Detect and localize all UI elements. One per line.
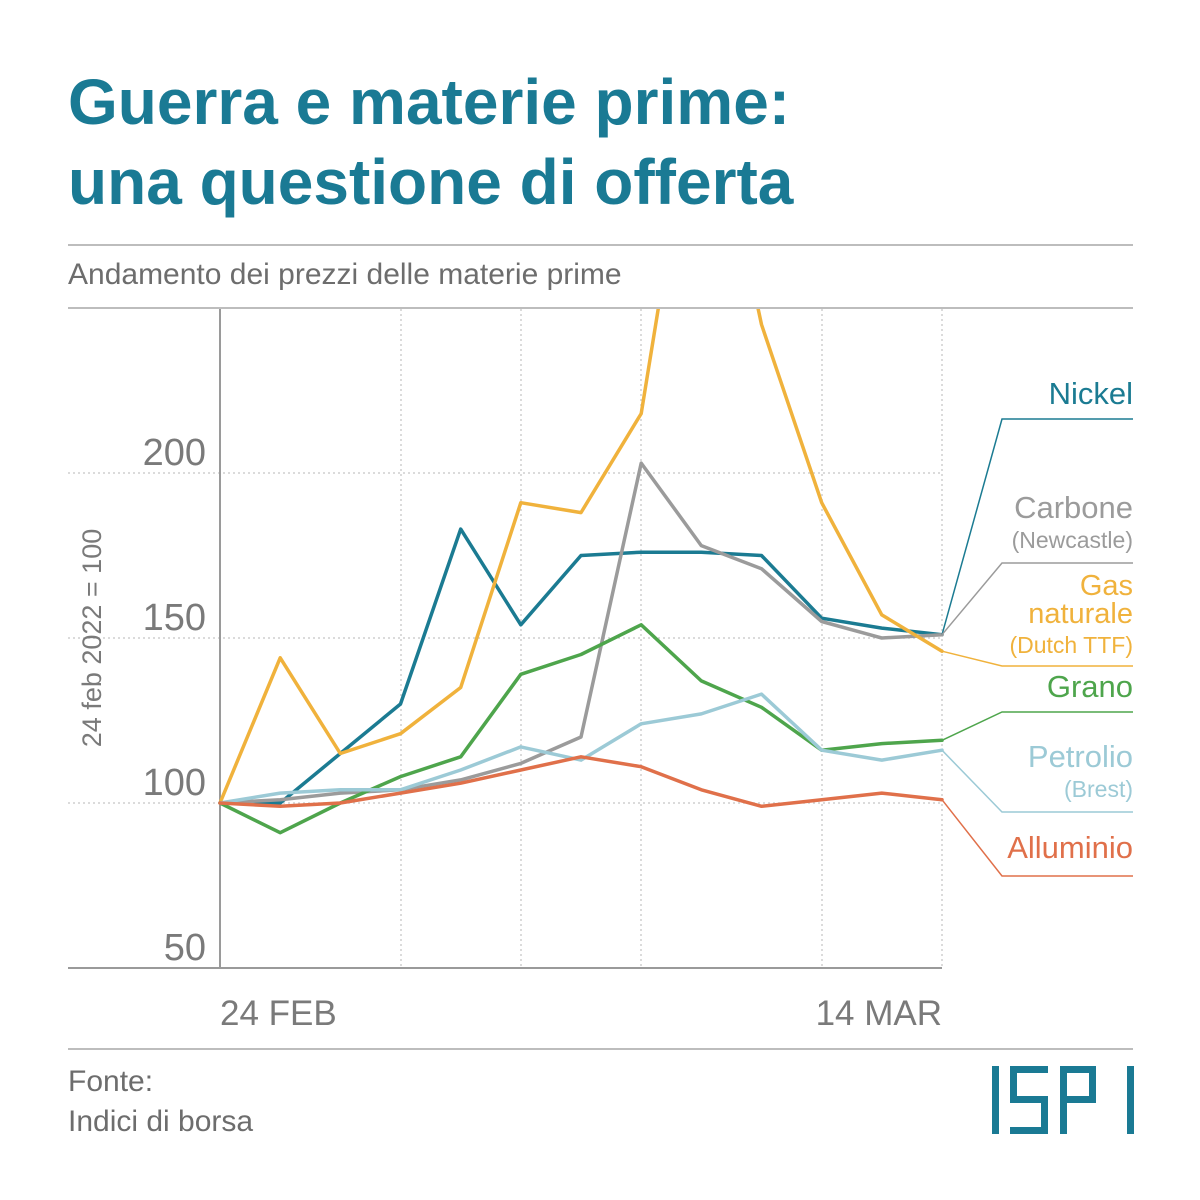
series-line-gas-naturale <box>218 309 944 805</box>
legend-item-nickel: Nickel <box>941 376 1133 635</box>
y-tick-label: 50 <box>164 927 206 969</box>
legend-item-alluminio: Alluminio <box>941 799 1133 877</box>
series-line-carbone <box>218 461 944 805</box>
x-tick-label: 24 FEB <box>220 994 337 1033</box>
legend-sublabel: (Dutch TTF) <box>1009 632 1133 658</box>
series-line-grano <box>218 623 944 835</box>
legend-label: naturale <box>1028 598 1133 630</box>
series-line-nickel <box>218 527 944 805</box>
ispi-logo-icon <box>992 1066 1134 1134</box>
legend-leader-line <box>941 711 1133 741</box>
legend-leader-line <box>941 650 1133 667</box>
legend-leader-line <box>941 799 1133 877</box>
source-label: Fonte: <box>68 1065 154 1098</box>
legend-leader-line <box>941 749 1133 813</box>
title-divider <box>68 244 1133 246</box>
y-axis-label: 24 feb 2022 = 100 <box>77 529 107 747</box>
legend-item-petrolio: Petrolio(Brest) <box>941 739 1133 813</box>
x-tick-label: 14 MAR <box>816 994 942 1033</box>
source-text: Indici di borsa <box>68 1105 254 1138</box>
legend-label: Alluminio <box>1007 830 1133 865</box>
y-tick-label: 150 <box>143 597 206 639</box>
title-line-2: una questione di offerta <box>68 146 794 218</box>
legend-sublabel: (Newcastle) <box>1012 527 1133 553</box>
y-tick-label: 200 <box>143 432 206 474</box>
legend-label: Nickel <box>1049 376 1133 411</box>
legend-leader-line <box>941 562 1133 636</box>
source-note: Fonte: Indici di borsa <box>68 1062 253 1142</box>
legend-label: Grano <box>1047 669 1133 704</box>
legend-label: Gas <box>1080 570 1133 602</box>
series-line-alluminio <box>218 755 944 809</box>
chart-axes: 50 100 150 200 24 FEB 14 MAR 24 feb 2022 = 100 <box>68 309 942 1033</box>
legend-item-grano: Grano <box>941 669 1133 741</box>
chart-title: Guerra e materie prime: una questione di… <box>68 62 1148 222</box>
footer-divider <box>68 1048 1133 1050</box>
legend-label: Petrolio <box>1028 739 1133 774</box>
series-line-petrolio <box>218 692 944 805</box>
chart-legend: NickelCarbone(Newcastle)Gasnaturale(Dutc… <box>941 376 1133 877</box>
legend-item-carbone: Carbone(Newcastle) <box>941 490 1133 636</box>
legend-leader-line <box>941 418 1133 635</box>
legend-label: Carbone <box>1014 490 1133 525</box>
chart-subtitle: Andamento dei prezzi delle materie prime <box>68 258 622 291</box>
legend-sublabel: (Brest) <box>1064 776 1133 802</box>
title-line-1: Guerra e materie prime: <box>68 66 791 138</box>
y-tick-label: 100 <box>143 762 206 804</box>
chart-series <box>218 309 944 835</box>
subtitle-divider <box>68 307 1133 309</box>
line-chart: 50 100 150 200 24 FEB 14 MAR 24 feb 2022 = 100… <box>68 309 1133 1033</box>
